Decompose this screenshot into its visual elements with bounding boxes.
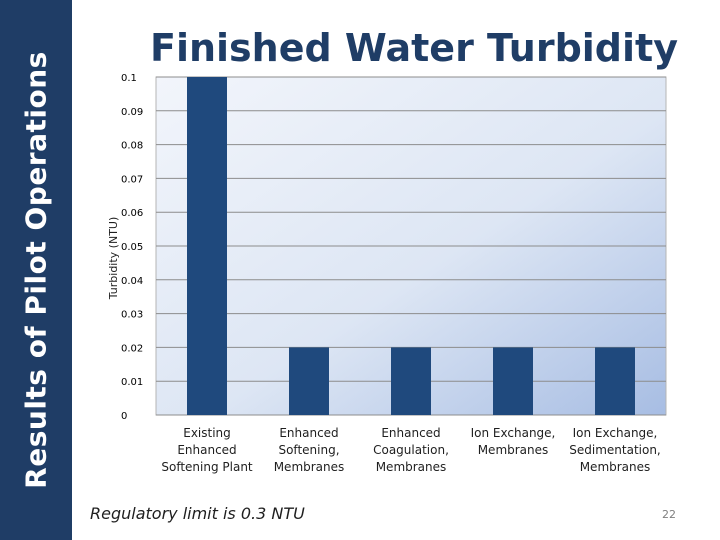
bar [289, 347, 329, 415]
chart-title: Finished Water Turbidity [150, 26, 678, 70]
y-tick-label: 0.06 [121, 208, 143, 219]
y-tick-label: 0 [121, 411, 127, 422]
y-axis-label: Turbidity (NTU) [107, 217, 120, 301]
y-tick-label: 0.07 [121, 174, 143, 185]
y-tick-label: 0.09 [121, 107, 143, 118]
y-tick-label: 0.03 [121, 310, 143, 321]
y-tick-label: 0.02 [121, 343, 143, 354]
y-tick-label: 0.08 [121, 141, 143, 152]
y-tick-label: 0.1 [121, 73, 137, 84]
x-category-label: Enhanced Softening, Membranes [274, 426, 345, 474]
y-tick-label: 0.05 [121, 242, 143, 253]
bar [391, 347, 431, 415]
bar [595, 347, 635, 415]
sidebar: Results of Pilot Operations [0, 0, 72, 540]
x-category-label: Ion Exchange, Sedimentation, Membranes [569, 426, 661, 474]
regulatory-note: Regulatory limit is 0.3 NTU [90, 504, 305, 523]
y-tick-label: 0.01 [121, 377, 143, 388]
bar [187, 77, 227, 415]
x-category-label: Existing Enhanced Softening Plant [161, 426, 253, 474]
bar [493, 347, 533, 415]
y-tick-label: 0.04 [121, 276, 143, 287]
slide-number: 22 [662, 508, 676, 521]
x-category-label: Enhanced Coagulation, Membranes [373, 426, 449, 474]
x-category-label: Ion Exchange, Membranes [471, 426, 556, 457]
